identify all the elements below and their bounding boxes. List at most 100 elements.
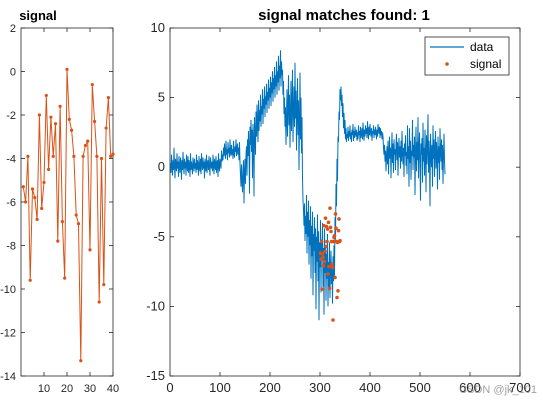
x-tick-label: 700 [509, 380, 531, 395]
signal-point [30, 187, 35, 191]
signal-point [33, 196, 37, 200]
signal-point [49, 115, 53, 119]
y-tick-label: -12 [0, 328, 16, 340]
signal-point [56, 239, 60, 243]
signal-line [22, 69, 114, 361]
signal-match-point [330, 265, 335, 270]
signal-match-point [319, 239, 324, 244]
signal-point [37, 113, 42, 117]
legend-data-label: data [470, 40, 494, 54]
signal-point [90, 82, 94, 87]
signal-match-point [324, 244, 328, 249]
signal-match-point [332, 233, 337, 238]
signal-point [70, 128, 74, 132]
signal-point [47, 167, 51, 171]
signal-point [83, 143, 87, 148]
signal-match-point [331, 318, 335, 322]
signal-point [67, 117, 71, 121]
signal-axes: signal 20-2-4-6-8-10-12-14 10 20 30 40 [0, 8, 119, 395]
signal-point [44, 93, 48, 98]
signal-match-point [330, 262, 334, 266]
x-tick-label: 30 [84, 383, 96, 395]
signal-point [99, 156, 104, 161]
signal-point [102, 283, 106, 287]
signal-point [88, 248, 92, 252]
signal-match-point [325, 227, 330, 231]
signal-point [42, 180, 46, 185]
signal-x-ticks: 10 20 30 40 [38, 28, 119, 395]
y-tick-label: 0 [158, 159, 165, 174]
signal-point [104, 126, 108, 130]
signal-point [76, 222, 81, 226]
signal-point [51, 154, 55, 158]
data-line [170, 50, 446, 321]
signal-match-point [331, 239, 336, 244]
signal-axes-title: signal [19, 8, 57, 23]
y-tick-label: -15 [146, 368, 165, 383]
legend-signal-label: signal [470, 57, 501, 71]
y-tick-label: -10 [0, 284, 16, 296]
signal-point [21, 185, 25, 189]
x-tick-label: 400 [359, 380, 381, 395]
watermark-text: CSDN @jk_101 [459, 384, 537, 396]
signal-match-point [321, 263, 326, 268]
signal-match-point [326, 272, 330, 276]
matches-series [170, 50, 446, 322]
signal-y-ticks: 2 0 -2 -4 -6 -8 -10 -12 -14 [0, 23, 113, 383]
signal-match-point [320, 287, 324, 291]
signal-point [40, 206, 44, 211]
signal-point [97, 300, 101, 304]
signal-point [63, 276, 67, 280]
signal-point [72, 154, 76, 158]
signal-match-point [326, 220, 331, 225]
matches-plot-box [169, 27, 521, 377]
legend: data signal [424, 36, 510, 76]
signal-match-point [321, 255, 325, 260]
signal-point [74, 213, 78, 217]
signal-point [28, 278, 32, 282]
y-tick-label: 10 [151, 20, 165, 35]
signal-match-point [338, 238, 342, 243]
signal-match-point [323, 216, 328, 220]
signal-point [60, 219, 64, 224]
signal-point [93, 119, 97, 124]
y-tick-label: -5 [153, 229, 165, 244]
signal-match-point [325, 239, 329, 244]
signal-match-point [328, 225, 333, 230]
signal-match-point [327, 264, 331, 269]
signal-point [109, 154, 113, 158]
y-tick-label: 2 [10, 23, 16, 35]
signal-match-point [327, 286, 332, 291]
y-tick-label: -10 [146, 298, 165, 313]
x-tick-label: 100 [209, 380, 231, 395]
x-tick-label: 10 [38, 383, 50, 395]
signal-point [86, 139, 90, 143]
x-tick-label: 0 [166, 380, 173, 395]
x-tick-label: 300 [309, 380, 331, 395]
signal-match-point [320, 252, 325, 256]
signal-point [106, 96, 110, 100]
signal-point [95, 154, 99, 158]
signal-point [53, 122, 58, 126]
y-tick-label: -6 [6, 197, 16, 209]
signal-point [111, 152, 115, 156]
signal-series [21, 67, 115, 363]
signal-match-point [334, 226, 338, 230]
signal-match-point [322, 259, 327, 264]
signal-match-point [329, 229, 333, 234]
signal-point [65, 67, 69, 71]
legend-box [424, 36, 510, 76]
signal-match-point [335, 295, 339, 300]
y-tick-label: -4 [6, 154, 16, 166]
y-tick-label: -14 [0, 371, 16, 383]
y-tick-label: -8 [6, 241, 16, 253]
y-tick-label: 5 [158, 90, 165, 105]
signal-match-point [333, 275, 337, 280]
signal-point [35, 217, 39, 221]
y-tick-label: 0 [10, 67, 16, 79]
matches-axes: signal matches found: 1 10 5 0 -5 -10 -15 0 10… [146, 7, 531, 395]
x-tick-label: 20 [61, 383, 73, 395]
signal-match-point [336, 289, 340, 293]
x-tick-label: 600 [459, 380, 481, 395]
